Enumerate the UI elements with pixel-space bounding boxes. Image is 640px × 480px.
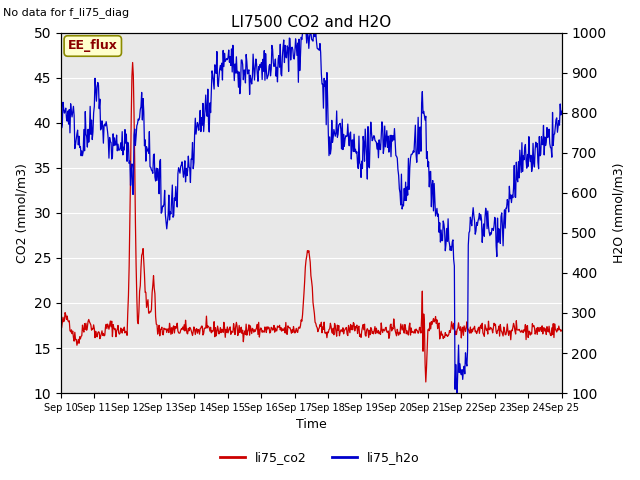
- Text: No data for f_li75_diag: No data for f_li75_diag: [3, 7, 129, 18]
- Y-axis label: H2O (mmol/m3): H2O (mmol/m3): [612, 163, 625, 263]
- X-axis label: Time: Time: [296, 419, 326, 432]
- Title: LI7500 CO2 and H2O: LI7500 CO2 and H2O: [231, 15, 392, 30]
- Y-axis label: CO2 (mmol/m3): CO2 (mmol/m3): [15, 163, 28, 263]
- Text: EE_flux: EE_flux: [68, 39, 118, 52]
- Legend: li75_co2, li75_h2o: li75_co2, li75_h2o: [215, 446, 425, 469]
